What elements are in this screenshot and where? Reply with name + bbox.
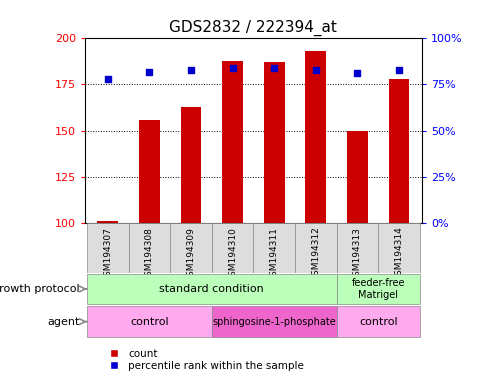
Bar <box>378 223 419 273</box>
Point <box>104 76 111 82</box>
Text: GSM194313: GSM194313 <box>352 227 361 281</box>
Bar <box>87 306 212 337</box>
Text: GSM194314: GSM194314 <box>394 227 403 281</box>
Bar <box>87 223 128 273</box>
Bar <box>212 223 253 273</box>
Text: GSM194309: GSM194309 <box>186 227 195 281</box>
Point <box>353 70 361 76</box>
Point <box>187 67 195 73</box>
Point <box>228 65 236 71</box>
Point <box>311 67 319 73</box>
Bar <box>128 223 170 273</box>
Bar <box>222 61 242 223</box>
Bar <box>388 79 408 223</box>
Bar <box>336 223 378 273</box>
Bar <box>263 62 284 223</box>
Text: GSM194310: GSM194310 <box>227 227 237 281</box>
Text: standard condition: standard condition <box>159 284 264 294</box>
Text: growth protocol: growth protocol <box>0 284 80 294</box>
Bar <box>180 107 201 223</box>
Bar <box>294 223 336 273</box>
Text: agent: agent <box>47 316 80 327</box>
Bar <box>212 306 336 337</box>
Text: GSM194312: GSM194312 <box>311 227 319 281</box>
Bar <box>170 223 212 273</box>
Bar <box>97 221 118 223</box>
Point <box>145 68 153 74</box>
Bar <box>336 274 419 304</box>
Text: feeder-free
Matrigel: feeder-free Matrigel <box>351 278 404 300</box>
Text: control: control <box>130 316 168 327</box>
Bar <box>139 119 159 223</box>
Legend: count, percentile rank within the sample: count, percentile rank within the sample <box>100 344 307 375</box>
Text: control: control <box>358 316 397 327</box>
Bar <box>253 223 294 273</box>
Text: GSM194307: GSM194307 <box>103 227 112 281</box>
Text: sphingosine-1-phosphate: sphingosine-1-phosphate <box>212 316 335 327</box>
Text: GSM194308: GSM194308 <box>145 227 153 281</box>
Title: GDS2832 / 222394_at: GDS2832 / 222394_at <box>169 20 337 36</box>
Bar <box>336 306 419 337</box>
Point <box>394 67 402 73</box>
Point <box>270 65 277 71</box>
Text: GSM194311: GSM194311 <box>269 227 278 281</box>
Bar <box>87 274 336 304</box>
Bar <box>305 51 326 223</box>
Bar <box>347 131 367 223</box>
